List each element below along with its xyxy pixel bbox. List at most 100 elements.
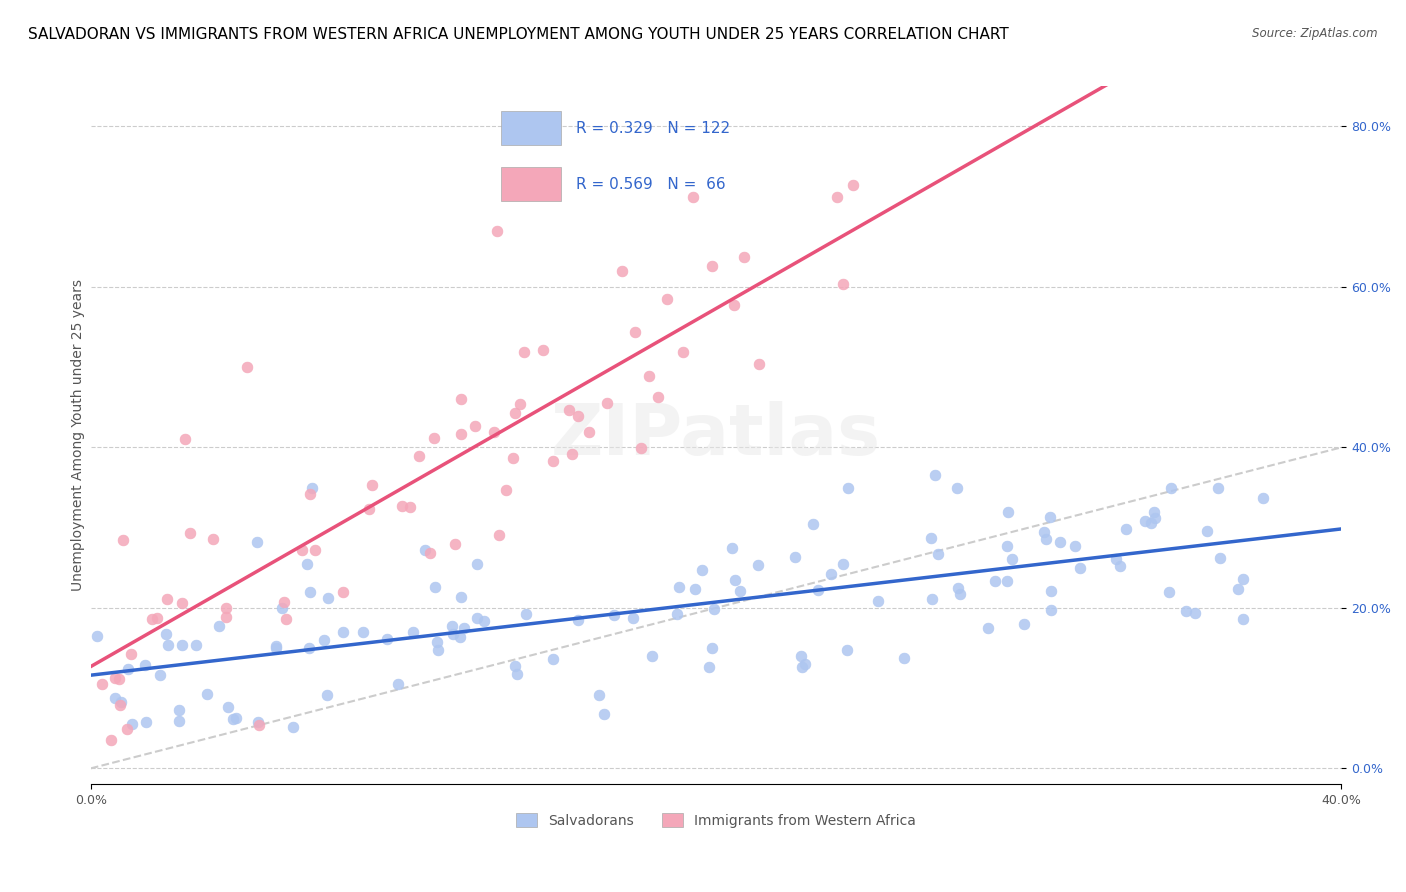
Point: [91, 676, 114, 690]
Point: [832, 277, 855, 292]
Point: [927, 547, 949, 561]
Point: [352, 625, 374, 640]
Point: [222, 712, 245, 726]
Point: [612, 264, 634, 278]
Point: [465, 611, 488, 625]
Point: [630, 442, 652, 456]
Point: [1232, 611, 1254, 625]
Point: [332, 584, 354, 599]
Point: [723, 298, 745, 312]
Point: [700, 640, 723, 655]
Point: [995, 574, 1018, 588]
Point: [134, 657, 156, 672]
Point: [1039, 602, 1062, 616]
Text: ZIPatlas: ZIPatlas: [551, 401, 882, 470]
Point: [997, 505, 1019, 519]
Point: [120, 647, 142, 661]
Point: [283, 721, 305, 735]
Point: [450, 427, 472, 442]
Point: [423, 431, 446, 445]
Point: [173, 433, 195, 447]
Point: [842, 178, 865, 193]
Point: [747, 558, 769, 572]
Point: [301, 481, 323, 495]
Point: [1108, 559, 1130, 574]
Point: [946, 581, 969, 595]
Point: [783, 549, 806, 564]
Point: [790, 648, 813, 663]
Point: [167, 703, 190, 717]
Point: [426, 634, 449, 648]
Point: [315, 688, 337, 702]
Point: [1157, 585, 1180, 599]
Point: [391, 499, 413, 513]
Point: [312, 632, 335, 647]
Point: [486, 224, 509, 238]
Point: [450, 591, 472, 605]
Point: [596, 396, 619, 410]
Point: [720, 541, 742, 555]
Point: [1226, 582, 1249, 596]
Point: [245, 534, 267, 549]
Point: [156, 591, 179, 606]
Point: [426, 642, 449, 657]
Point: [202, 533, 225, 547]
Point: [419, 546, 441, 560]
Point: [730, 584, 752, 599]
Point: [505, 667, 527, 681]
Point: [697, 660, 720, 674]
Point: [375, 632, 398, 647]
Point: [724, 573, 747, 587]
Point: [316, 591, 339, 605]
Point: [184, 638, 207, 652]
Point: [399, 500, 422, 515]
Point: [1040, 584, 1063, 599]
Point: [146, 611, 169, 625]
Point: [217, 699, 239, 714]
Point: [567, 409, 589, 423]
Point: [983, 574, 1005, 589]
Point: [647, 390, 669, 404]
Point: [825, 189, 848, 203]
Point: [561, 447, 583, 461]
Point: [593, 706, 616, 721]
Point: [1069, 560, 1091, 574]
Point: [837, 481, 859, 495]
Point: [443, 537, 465, 551]
Point: [464, 419, 486, 434]
Point: [602, 607, 624, 622]
Point: [946, 481, 969, 495]
Point: [121, 717, 143, 731]
Point: [977, 621, 1000, 635]
Point: [503, 406, 526, 420]
Point: [295, 557, 318, 571]
Point: [920, 531, 942, 545]
Point: [657, 292, 679, 306]
Point: [531, 343, 554, 357]
Point: [108, 698, 131, 712]
Point: [1143, 505, 1166, 519]
Point: [236, 360, 259, 375]
Point: [641, 648, 664, 663]
Point: [832, 557, 855, 571]
Point: [866, 594, 889, 608]
Point: [1140, 516, 1163, 530]
Point: [111, 533, 134, 547]
Point: [157, 638, 180, 652]
Point: [115, 723, 138, 737]
Point: [995, 539, 1018, 553]
Point: [179, 525, 201, 540]
Point: [683, 582, 706, 596]
Point: [155, 626, 177, 640]
Point: [1206, 481, 1229, 495]
Point: [1064, 539, 1087, 553]
Point: [86, 629, 108, 643]
Point: [820, 567, 842, 582]
Point: [108, 673, 131, 687]
Point: [465, 557, 488, 571]
Point: [135, 714, 157, 729]
Point: [273, 594, 295, 608]
Point: [690, 563, 713, 577]
Point: [215, 609, 238, 624]
Point: [170, 596, 193, 610]
